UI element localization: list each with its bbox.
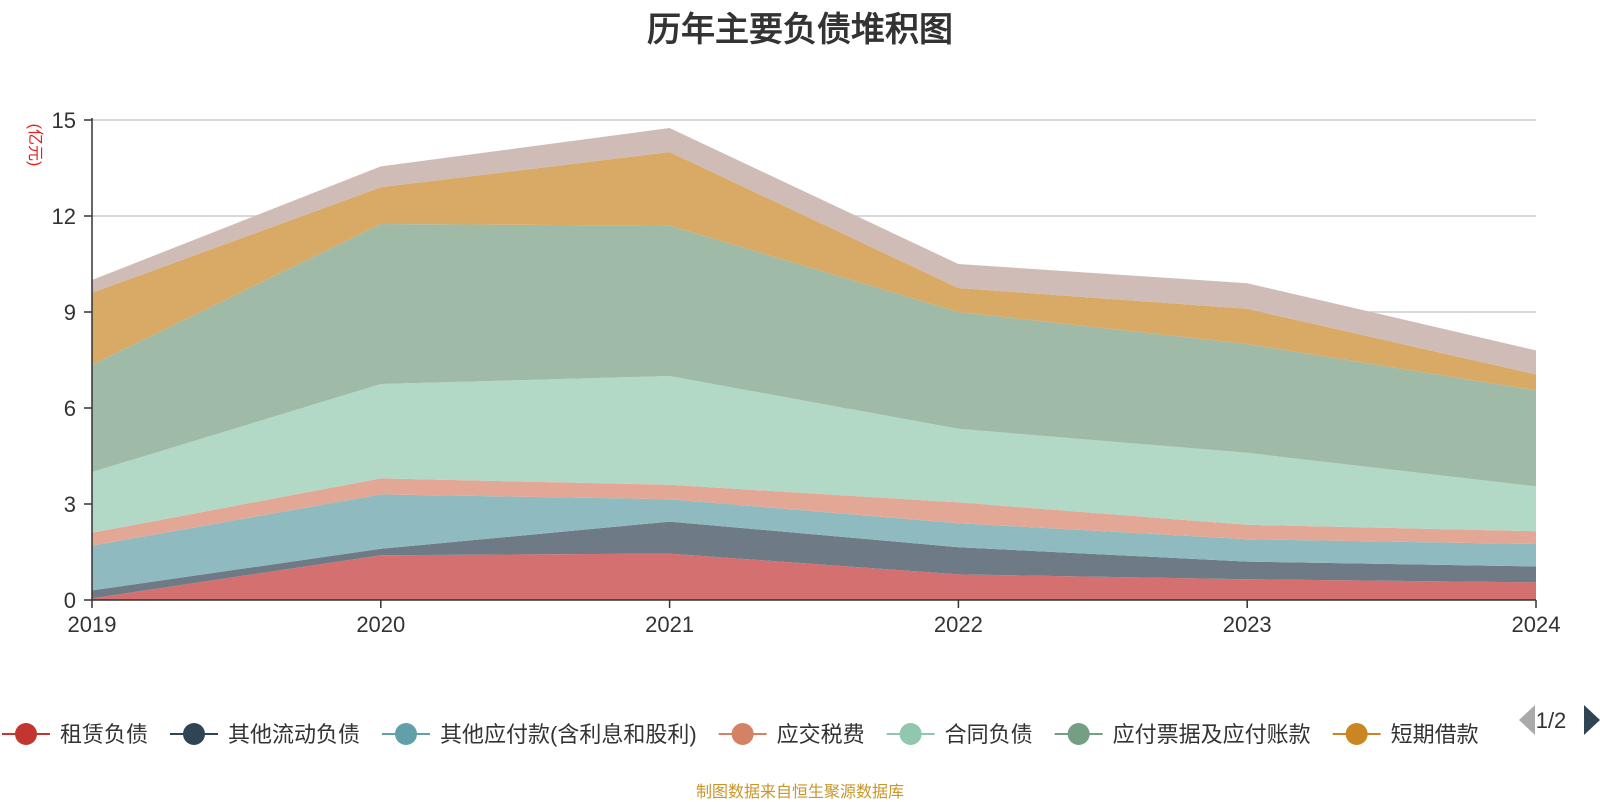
legend-marker <box>899 723 922 745</box>
legend-item-6[interactable]: 应付票据及应付账款 <box>1054 722 1311 747</box>
area-series-2 <box>92 521 1536 599</box>
legend-marker <box>183 723 206 745</box>
legend-label: 合同负债 <box>945 722 1033 747</box>
legend-label: 其他流动负债 <box>228 722 360 747</box>
area-series-7 <box>92 152 1536 391</box>
area-series-6 <box>92 224 1536 487</box>
x-tick-label: 2020 <box>356 612 405 637</box>
area-series-3 <box>92 494 1536 591</box>
legend-marker <box>731 723 754 745</box>
legend-item-3[interactable]: 其他应付款(含利息和股利) <box>382 722 697 747</box>
legend-items: 租赁负债 其他流动负债 其他应付款(含利息和股利) 应交税费 合同负债 应付票据及应付账款… <box>2 722 1479 747</box>
legend-marker <box>1345 723 1368 745</box>
x-tick-label: 2021 <box>645 612 694 637</box>
legend-label: 应交税费 <box>777 722 865 747</box>
area-series-5 <box>92 376 1536 533</box>
legend-pager: 1/2 <box>1519 705 1600 735</box>
x-tick-label: 2024 <box>1512 612 1561 637</box>
legend-marker <box>395 723 418 745</box>
legend-label: 短期借款 <box>1391 722 1479 747</box>
area-series-4 <box>92 478 1536 546</box>
legend-item-1[interactable]: 租赁负债 <box>2 722 148 747</box>
legend-prev-page-icon[interactable] <box>1519 705 1535 735</box>
legend-label: 其他应付款(含利息和股利) <box>440 722 697 747</box>
x-tick-label: 2023 <box>1223 612 1272 637</box>
legend-label: 应付票据及应付账款 <box>1113 722 1311 747</box>
chart-source-note: 制图数据来自恒生聚源数据库 <box>695 784 904 801</box>
y-tick-label: 0 <box>64 588 76 613</box>
y-tick-label: 12 <box>52 204 76 229</box>
x-tick-label: 2022 <box>934 612 983 637</box>
axes: 0 3 6 9 12 15 2019 2020 2021 2022 2023 2024 <box>52 108 1561 637</box>
legend: 租赁负债 其他流动负债 其他应付款(含利息和股利) 应交税费 合同负债 应付票据及应付账款… <box>2 722 1479 747</box>
legend-next-page-icon[interactable] <box>1584 705 1600 735</box>
area-series-1 <box>92 553 1536 600</box>
legend-item-2[interactable]: 其他流动负债 <box>170 722 360 747</box>
stacked-areas <box>92 128 1536 600</box>
y-tick-label: 6 <box>64 396 76 421</box>
y-tick-label: 9 <box>64 300 76 325</box>
legend-label: 租赁负债 <box>60 722 148 747</box>
y-tick-label: 3 <box>64 492 76 517</box>
legend-item-4[interactable]: 应交税费 <box>718 722 865 747</box>
y-tick-label: 15 <box>52 108 76 133</box>
legend-item-7[interactable]: 短期借款 <box>1332 722 1479 747</box>
chart-title: 历年主要负债堆积图 <box>647 11 953 49</box>
x-tick-label: 2019 <box>68 612 117 637</box>
legend-marker <box>1067 723 1090 745</box>
y-axis-unit-label: (亿元) <box>26 124 44 167</box>
legend-item-5[interactable]: 合同负债 <box>886 722 1033 747</box>
legend-page-indicator: 1/2 <box>1536 708 1567 733</box>
legend-marker <box>15 723 37 745</box>
